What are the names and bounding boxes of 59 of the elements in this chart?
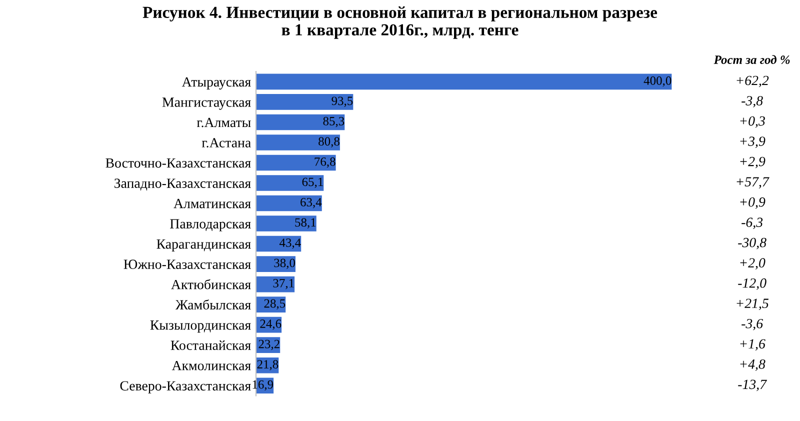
bar — [256, 175, 324, 191]
text: -3,6 — [742, 318, 764, 330]
y-tick-label: Костанайская — [170, 340, 251, 350]
data-label: 38,0 — [274, 258, 296, 269]
data-label: 21,8 — [257, 360, 278, 370]
text: +1,6 — [740, 339, 766, 351]
data-label: 400,0 — [644, 76, 672, 87]
data-label: 23,2 — [258, 340, 280, 350]
y-tick-label: Алматинская — [174, 198, 251, 208]
text: +4,8 — [740, 359, 766, 371]
data-label: 58,1 — [295, 218, 316, 228]
text: +21,5 — [736, 298, 769, 310]
bar — [256, 276, 295, 292]
bar — [256, 114, 345, 130]
text: +62,2 — [736, 76, 769, 88]
bar — [256, 134, 340, 150]
data-label: 43,4 — [279, 238, 301, 249]
data-label: 28,5 — [264, 299, 286, 310]
text: -12,0 — [738, 278, 766, 290]
text: -6,3 — [742, 218, 763, 229]
chart-title: Рисунок 4. Инвестиции в основной капитал в региональном разрезе в 1 квартале 2016г., млрд. тенге — [142, 6, 658, 39]
bar — [256, 195, 322, 212]
bar — [256, 216, 316, 232]
text: -3,8 — [742, 96, 763, 108]
y-tick-label: Западно-Казахстанская — [114, 178, 251, 191]
data-label: 24,6 — [260, 320, 282, 330]
y-tick-label: Кызылординская — [150, 320, 251, 333]
y-tick-label: Павлодарская — [170, 219, 251, 232]
y-tick-label: Мангистауская — [162, 98, 251, 110]
y-tick-label: Карагандинская — [156, 240, 251, 252]
y-tick-label: Акмолинская — [172, 361, 251, 370]
y-tick-label: Актюбинская — [171, 279, 251, 290]
data-label: 65,1 — [302, 178, 323, 188]
data-label: 76,8 — [314, 157, 336, 168]
y-tick-label: Восточно-Казахстанская — [106, 158, 251, 168]
y-tick-label: Северо-Казахстанская — [120, 381, 251, 394]
text: Рост за год % — [714, 55, 790, 64]
text: -13,7 — [738, 380, 768, 392]
text: +3,9 — [740, 136, 766, 148]
y-tick-label: Жамбылская — [176, 299, 251, 310]
bar — [256, 154, 336, 171]
data-label: 93,5 — [332, 96, 353, 107]
text: +2,9 — [740, 156, 766, 168]
bar — [256, 94, 354, 110]
bar — [256, 256, 296, 272]
y-tick-label: г.Алматы — [196, 118, 251, 128]
text: +0,9 — [740, 197, 766, 209]
text: +57,7 — [736, 177, 770, 188]
data-label: 63,4 — [300, 198, 322, 208]
y-tick-label: Южно-Казахстанская — [124, 260, 251, 269]
text: +0,3 — [740, 116, 765, 128]
bar — [256, 74, 672, 90]
text: +2,0 — [740, 258, 766, 270]
text: -30,8 — [738, 238, 766, 250]
y-tick-label: Атырауская — [182, 77, 251, 90]
data-label: 37,1 — [273, 279, 294, 290]
data-label: 85,3 — [323, 116, 344, 128]
data-label: 80,8 — [318, 137, 340, 148]
y-tick-label: г.Астана — [202, 138, 251, 148]
